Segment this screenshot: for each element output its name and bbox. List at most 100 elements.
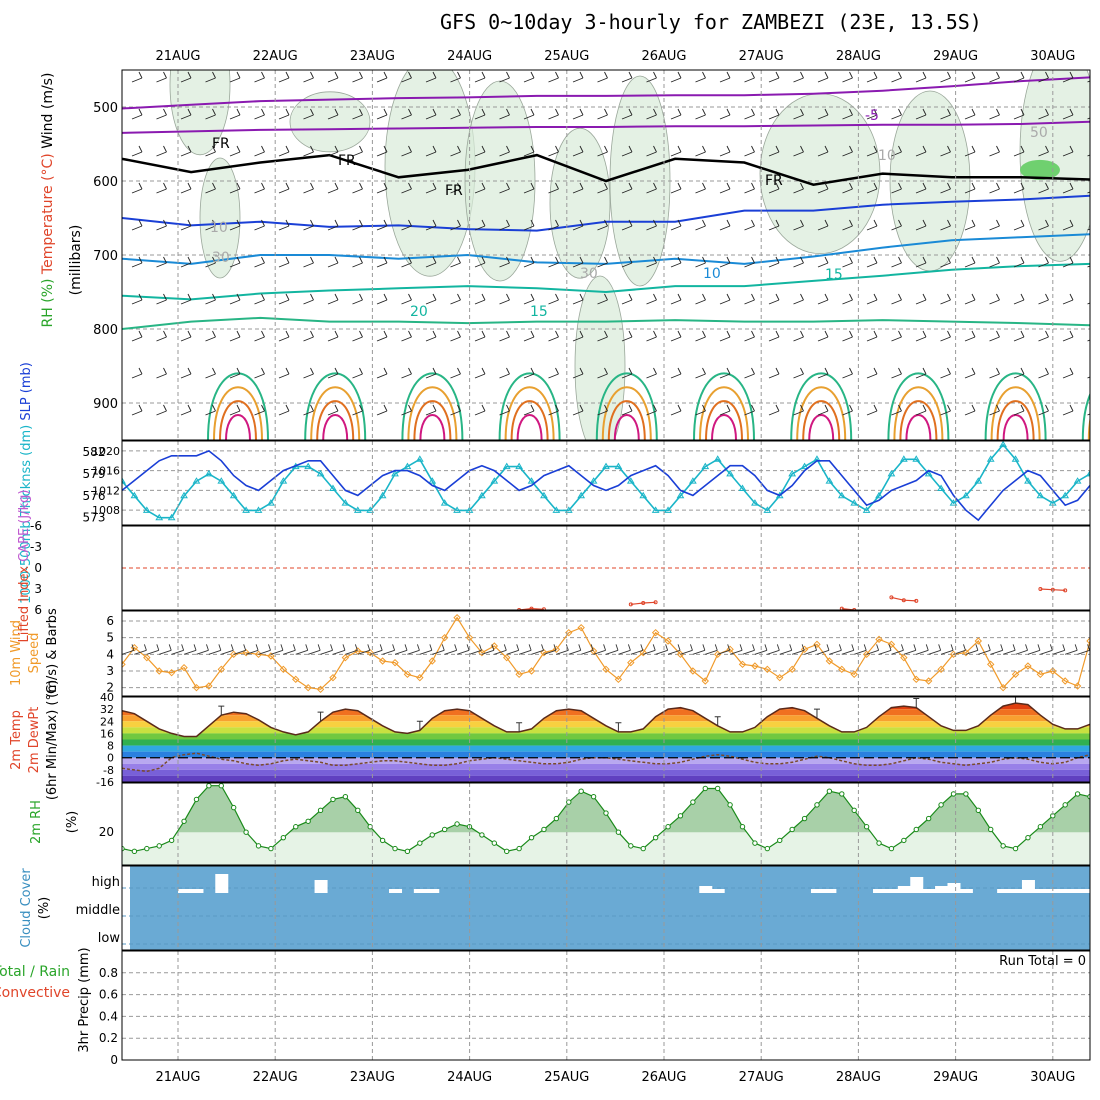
pressure-tick: 600 bbox=[93, 175, 118, 190]
wind-barb bbox=[303, 367, 314, 379]
wind-barb bbox=[474, 219, 486, 231]
rh-point bbox=[1025, 834, 1031, 841]
wind-barb bbox=[1038, 182, 1049, 194]
thickness-point bbox=[279, 477, 288, 484]
rh-shade bbox=[384, 70, 476, 277]
warm-loop bbox=[1095, 401, 1100, 440]
wind-barb bbox=[940, 644, 954, 655]
wind-barb bbox=[229, 367, 241, 379]
thickness-point bbox=[1011, 455, 1020, 462]
contour-label: 10 bbox=[703, 266, 721, 282]
wind-speed-point bbox=[987, 660, 995, 669]
wind-speed-point bbox=[639, 648, 647, 657]
wind-barb bbox=[989, 367, 1000, 379]
rh-point bbox=[504, 848, 510, 855]
temp-line bbox=[122, 702, 1090, 738]
wind-barb bbox=[303, 219, 314, 231]
wind-barb bbox=[744, 256, 755, 268]
wind-barb bbox=[940, 219, 951, 231]
thickness-point bbox=[415, 455, 424, 462]
wind-speed-point bbox=[1036, 670, 1045, 679]
thickness-point bbox=[366, 506, 375, 513]
wind-barb bbox=[548, 404, 559, 416]
wind-barb bbox=[768, 182, 780, 194]
rh-point bbox=[355, 807, 361, 814]
temp-band bbox=[122, 727, 1090, 734]
wind-barb bbox=[1087, 154, 1090, 157]
thickness-point bbox=[924, 469, 933, 477]
wind-barb bbox=[1038, 145, 1049, 157]
warm-loop bbox=[213, 386, 263, 440]
wind-barb bbox=[989, 256, 1000, 268]
wind-speed-point bbox=[341, 653, 350, 662]
wind-speed-point bbox=[1011, 670, 1020, 679]
wind-barb bbox=[303, 330, 314, 342]
wind-barb bbox=[842, 145, 853, 157]
wind-barb bbox=[915, 108, 927, 120]
rh-point bbox=[888, 845, 895, 852]
wind-barb bbox=[940, 367, 951, 379]
wind-barb bbox=[278, 404, 290, 416]
wind-barb bbox=[156, 108, 167, 120]
wind-barb bbox=[572, 108, 584, 120]
minmax-whisker bbox=[1015, 697, 1017, 704]
wind-barb bbox=[964, 367, 976, 379]
ylabel-part: CAPE (J/kg) bbox=[17, 490, 32, 566]
wind-barb bbox=[891, 330, 902, 342]
wind-barb bbox=[621, 182, 633, 194]
warm-loop bbox=[790, 372, 853, 440]
wind-barb bbox=[352, 404, 363, 416]
bottom-day-label: 22AUG bbox=[253, 1070, 298, 1085]
wind-barb bbox=[816, 644, 830, 655]
wind-barb bbox=[621, 330, 633, 342]
thickness-tick: 582 bbox=[83, 445, 106, 459]
temp-band bbox=[122, 763, 1090, 770]
wind-barb bbox=[695, 256, 706, 268]
thickness-point bbox=[726, 469, 734, 477]
wind-barb bbox=[425, 145, 437, 157]
wind-speed-point bbox=[565, 628, 573, 637]
wind-barb bbox=[474, 182, 486, 194]
wind-barb bbox=[829, 644, 842, 655]
thickness-point bbox=[875, 491, 883, 499]
wind-barb bbox=[254, 71, 265, 83]
ylabel-part: RH (%) bbox=[40, 279, 56, 328]
rh-point bbox=[590, 793, 597, 800]
thickness-point bbox=[887, 469, 896, 477]
wind-barb bbox=[1038, 71, 1049, 83]
wind-barb bbox=[444, 644, 458, 655]
rh-point bbox=[255, 843, 262, 849]
wind-barb bbox=[940, 404, 951, 416]
cloud-ylabel-2: (%) bbox=[37, 897, 52, 920]
lifted-index-point bbox=[1038, 587, 1043, 591]
warm-loop bbox=[316, 400, 355, 440]
isotherm-line bbox=[122, 153, 1090, 186]
wind-barb bbox=[817, 293, 829, 305]
wind-barb bbox=[183, 644, 197, 655]
wind-speed-point bbox=[651, 628, 660, 637]
wind-barb bbox=[841, 644, 855, 655]
wind-barb bbox=[817, 330, 829, 342]
warm-loop bbox=[984, 372, 1047, 440]
wind-barb bbox=[233, 644, 247, 655]
top-day-label: 30AUG bbox=[1030, 49, 1075, 64]
rh-point bbox=[690, 799, 696, 805]
wind-barb bbox=[964, 71, 976, 83]
wind-barb bbox=[180, 108, 192, 120]
cloud-bar bbox=[922, 889, 936, 893]
wind-barb bbox=[474, 108, 486, 120]
warm-loop bbox=[304, 372, 367, 440]
wind-barb bbox=[131, 367, 143, 379]
wind-barb bbox=[891, 219, 902, 231]
wind-barb bbox=[646, 145, 657, 157]
wind-barb bbox=[499, 108, 510, 120]
wind-barb bbox=[548, 145, 559, 157]
wind-barb bbox=[156, 404, 167, 416]
rh-point bbox=[417, 840, 423, 846]
warm-loop bbox=[711, 414, 737, 440]
wind-barb bbox=[940, 256, 951, 268]
rh-ylabel-2: (%) bbox=[65, 811, 80, 834]
cloud-level-label: middle bbox=[76, 903, 120, 918]
wind-barb bbox=[597, 330, 608, 342]
thickness-point bbox=[664, 506, 672, 513]
